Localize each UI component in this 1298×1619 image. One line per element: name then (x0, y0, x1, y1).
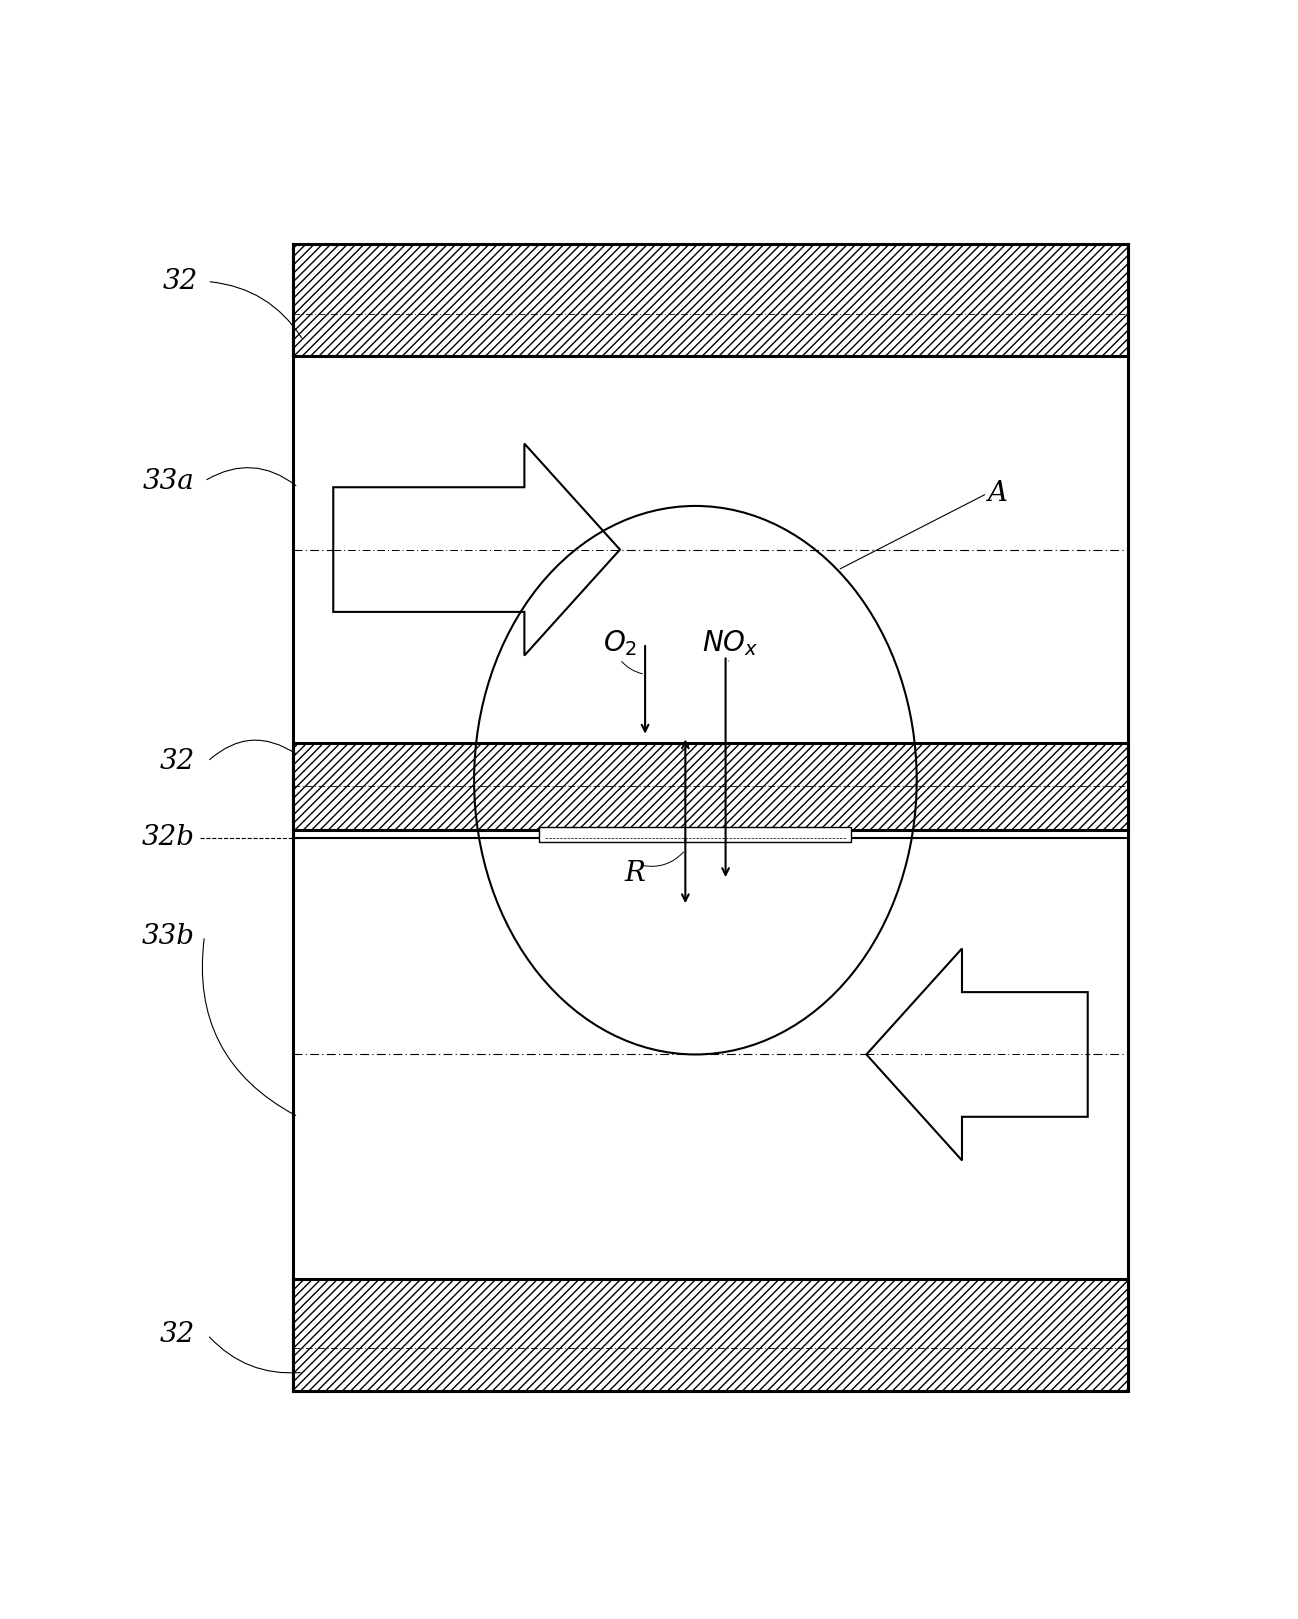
Text: 32: 32 (160, 748, 195, 776)
Polygon shape (867, 949, 1088, 1161)
Bar (293, 743, 1128, 831)
Text: A: A (988, 479, 1007, 507)
Text: 32: 32 (160, 1321, 195, 1349)
Text: 33a: 33a (143, 468, 195, 494)
Text: 33b: 33b (141, 923, 195, 949)
Text: $O_2$: $O_2$ (602, 628, 637, 657)
Polygon shape (334, 444, 620, 656)
Text: 32b: 32b (141, 824, 195, 852)
Bar (540, 827, 851, 842)
Bar (293, 1279, 1128, 1391)
Text: 32: 32 (162, 269, 197, 295)
Bar (293, 244, 1128, 356)
Text: R: R (624, 860, 645, 887)
Text: $NO_x$: $NO_x$ (702, 628, 759, 657)
